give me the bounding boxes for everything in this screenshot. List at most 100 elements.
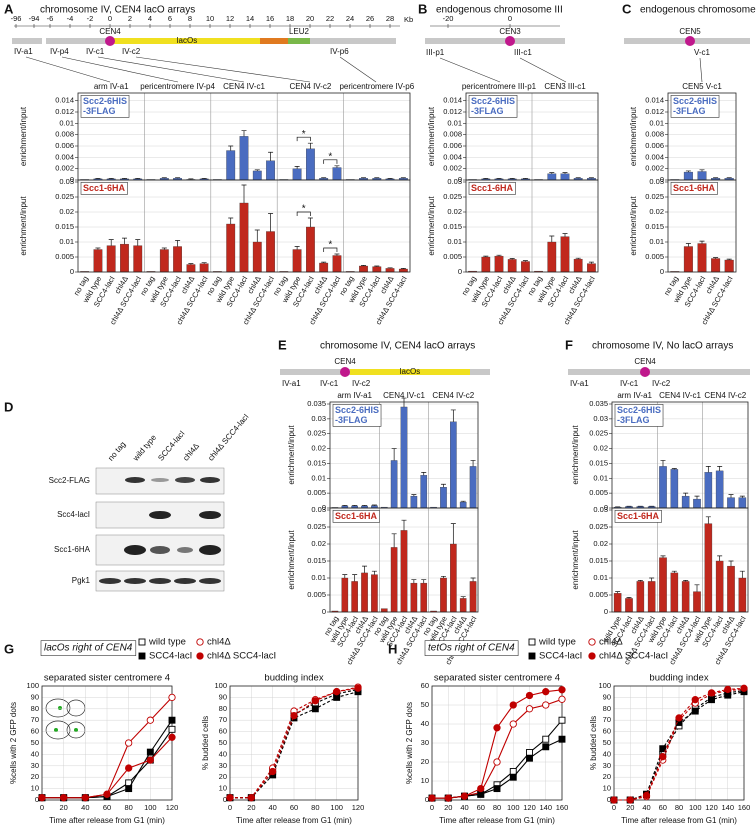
bar <box>361 572 368 613</box>
series-marker <box>542 735 550 743</box>
row-label-line: -3FLAG <box>335 415 368 425</box>
y-tick-label: 50 <box>31 738 39 747</box>
scale-label: 22 <box>326 14 334 23</box>
significance-bracket <box>323 247 338 252</box>
y-tick-label: 0.004 <box>55 152 74 161</box>
y-tick-label: 0.005 <box>589 590 608 599</box>
bar <box>738 577 747 613</box>
series-marker <box>81 794 89 802</box>
series-marker <box>269 767 277 776</box>
y-tick-label: 0 <box>425 795 429 804</box>
y-axis-label: enrichment/input <box>629 196 638 256</box>
bar <box>560 173 570 181</box>
bar <box>199 263 209 273</box>
bar <box>390 547 398 613</box>
array-label: lacOs <box>177 36 197 45</box>
x-tick-label: 100 <box>689 803 702 812</box>
row-label-line: Scc2-6HIS <box>83 96 127 106</box>
bar <box>372 266 382 273</box>
row-label-line: Scc1-6HA <box>335 511 378 521</box>
row-label-line: Scc2-6HIS <box>617 405 661 415</box>
bar <box>494 255 504 273</box>
y-tick-label: 0 <box>35 795 39 804</box>
x-tick-label: 20 <box>626 803 634 812</box>
x-tick-label: 40 <box>81 803 89 812</box>
row-label-line: -3FLAG <box>617 415 650 425</box>
row-label: Scc2-6HIS -3FLAG <box>617 405 661 425</box>
row-label: Scc1-6HA <box>471 183 514 193</box>
y-tick-label: 0.014 <box>443 96 462 105</box>
y-tick-label: 0.008 <box>443 130 462 139</box>
bar <box>292 249 302 273</box>
bar <box>226 223 236 273</box>
row-label-box <box>468 95 518 118</box>
series-marker <box>493 785 501 793</box>
x-tick-label: 0 <box>430 803 434 812</box>
bar <box>693 591 701 613</box>
row-label-box <box>468 182 516 195</box>
probe-label: IV-c2 <box>652 379 671 388</box>
y-tick-label: 0.006 <box>55 141 74 150</box>
series-marker <box>558 686 566 694</box>
bar <box>450 543 457 613</box>
series-marker <box>247 794 255 802</box>
series-marker <box>675 714 683 722</box>
y-axis-label: % budded cells <box>589 716 598 770</box>
y-tick-label: 0.035 <box>589 399 608 408</box>
legend-marker <box>196 652 204 660</box>
probe-label: IV-c1 <box>320 379 339 388</box>
y-tick-label: 50 <box>219 738 227 747</box>
row-label: Scc2-6HIS -3FLAG <box>335 405 379 425</box>
scale-label: 24 <box>346 14 354 23</box>
group-header: CEN4 IV-c1 <box>223 82 265 91</box>
row-label-line: Scc1-6HA <box>673 183 716 193</box>
panel-letter: C <box>622 1 632 16</box>
bar <box>659 557 667 613</box>
bar <box>659 466 667 509</box>
y-axis-label: enrichment/input <box>287 530 296 590</box>
bar <box>173 246 182 273</box>
y-tick-label: 80 <box>603 704 611 713</box>
bar <box>636 581 645 613</box>
scale-label: -4 <box>67 14 74 23</box>
series-marker <box>460 792 469 800</box>
legend-marker <box>196 638 204 646</box>
bar <box>450 421 457 509</box>
y-tick-label: 0.01 <box>311 573 326 582</box>
significance-bracket <box>323 159 338 164</box>
y-tick-label: 50 <box>603 738 611 747</box>
plot-frame <box>611 507 749 613</box>
x-tick-label: 100 <box>330 803 343 812</box>
bar <box>120 243 129 273</box>
probe-label: IV-p4 <box>50 47 69 56</box>
y-tick-label: 0 <box>458 267 462 276</box>
scale-label: -96 <box>11 14 22 23</box>
scale-label: 16 <box>266 14 274 23</box>
series-marker <box>659 753 667 761</box>
y-tick-label: 0.03 <box>311 414 326 423</box>
chromosome <box>425 38 565 44</box>
bar <box>440 487 447 509</box>
group-header: pericentromere III-p1 <box>462 82 537 91</box>
bar <box>521 261 530 273</box>
y-tick-label: 0.03 <box>649 177 664 186</box>
bar <box>252 241 262 273</box>
group-header: CEN4 IV-c2 <box>290 82 332 91</box>
bar <box>704 523 713 613</box>
y-tick-label: 40 <box>421 719 429 728</box>
x-tick-label: 20 <box>59 803 67 812</box>
series-marker <box>558 695 566 703</box>
scale-label: -2 <box>87 14 94 23</box>
row-label-box <box>670 95 720 118</box>
y-tick-label: 0.008 <box>55 130 74 139</box>
y-tick-label: 90 <box>603 692 611 701</box>
bar <box>420 582 428 613</box>
bar <box>420 475 428 509</box>
insert <box>260 38 288 44</box>
scale-label: 28 <box>386 14 394 23</box>
bar <box>727 497 735 509</box>
marker-label: LEU2 <box>289 27 310 36</box>
legend-label: wild type <box>148 637 186 648</box>
legend-title: lacOs right of CEN4 <box>44 643 133 654</box>
y-tick-label: 0.02 <box>593 539 608 548</box>
